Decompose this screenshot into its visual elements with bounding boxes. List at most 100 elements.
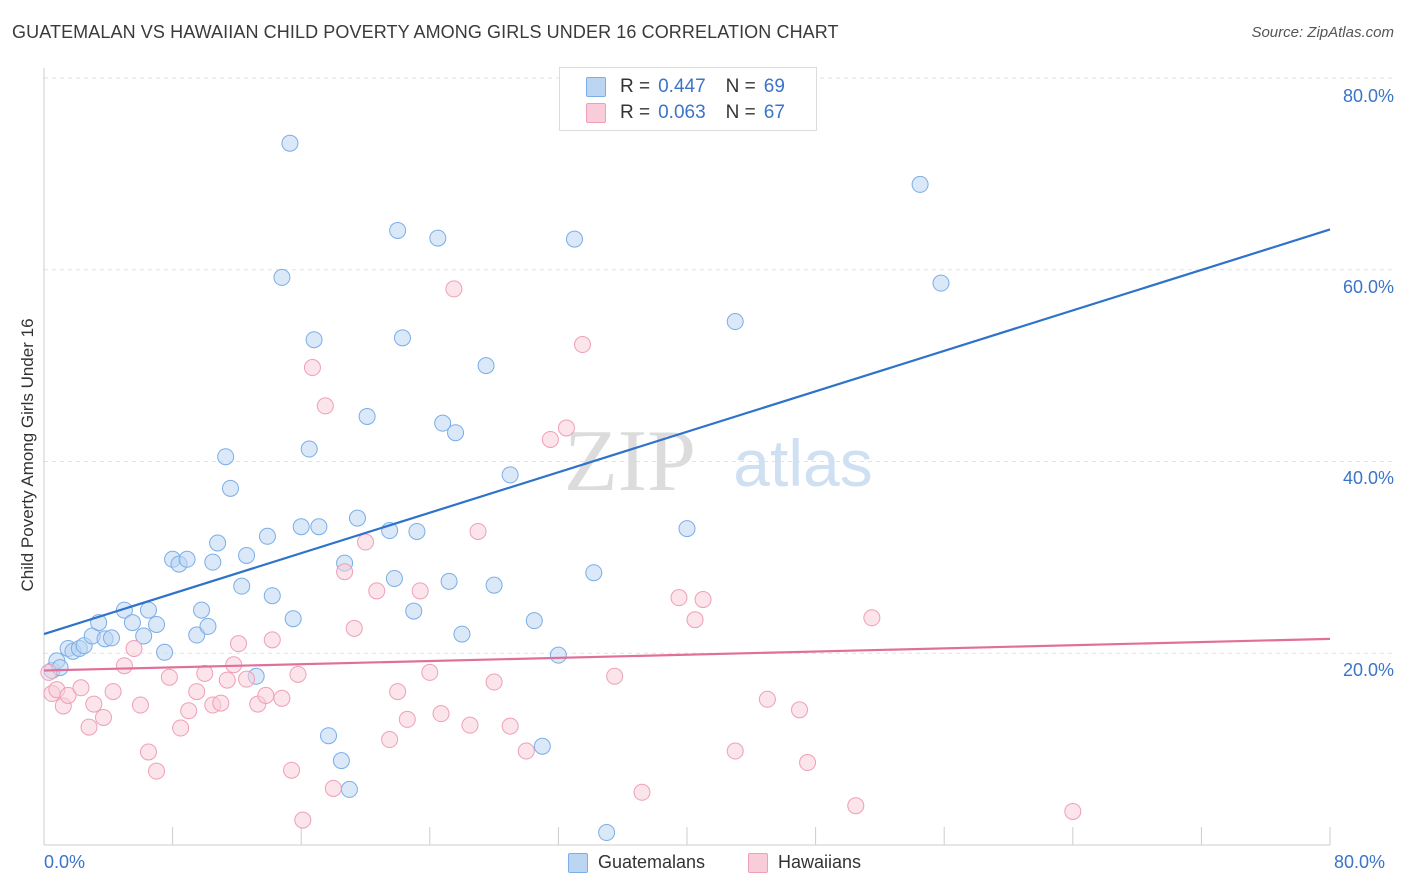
- hawaiian-point: [172, 719, 190, 737]
- legend-swatch: [586, 103, 606, 123]
- hawaiian-point: [139, 743, 157, 761]
- hawaiian-point: [633, 783, 651, 801]
- guatemalan-point: [678, 520, 696, 538]
- guatemalan-point: [238, 546, 256, 564]
- hawaiian-point: [389, 683, 407, 701]
- hawaiian-point: [411, 582, 429, 600]
- guatemalan-point: [320, 727, 338, 745]
- hawaiian-point: [432, 705, 450, 723]
- guatemalan-point: [332, 752, 350, 770]
- guatemalan-point: [233, 577, 251, 595]
- hawaiian-trend-line: [43, 637, 1331, 672]
- watermark-zip: ZIP: [564, 413, 696, 510]
- legend-swatch: [568, 852, 588, 873]
- guatemalan-point: [440, 572, 458, 590]
- guatemalan-point: [501, 466, 519, 484]
- legend-item-guatemalans[interactable]: Guatemalans: [568, 852, 705, 873]
- guatemalan-point: [115, 601, 133, 619]
- hawaiian-point: [131, 696, 149, 714]
- y-tick-label: 60.0%: [1342, 277, 1394, 297]
- hawaiian-point: [324, 779, 342, 797]
- guatemalan-point: [533, 737, 551, 755]
- guatemalan-point: [221, 479, 239, 497]
- x-tick-label: 0.0%: [44, 852, 86, 872]
- guatemalan-point: [549, 646, 567, 664]
- watermark: ZIP atlas: [564, 413, 873, 510]
- guatemalan-point: [178, 550, 196, 568]
- hawaiian-point: [686, 611, 704, 629]
- guatemalan-point: [726, 313, 744, 331]
- guatemalan-trend-line: [43, 228, 1331, 636]
- r-label: R =: [620, 76, 651, 97]
- hawaiian-point: [59, 686, 77, 704]
- n-value: 69: [763, 76, 785, 97]
- hawaiian-point: [125, 639, 143, 657]
- hawaiian-point: [345, 619, 363, 637]
- r-value: 0.063: [658, 102, 706, 123]
- guatemalan-point: [340, 780, 358, 798]
- grid-lines: [44, 77, 1392, 654]
- hawaiian-point: [421, 663, 439, 681]
- n-label: N =: [725, 76, 756, 97]
- hawaiian-point: [196, 664, 214, 682]
- legend-label: Guatemalans: [598, 852, 706, 872]
- hawaiian-point: [758, 690, 776, 708]
- hawaiian-point: [517, 742, 535, 760]
- n-value: 67: [763, 102, 785, 123]
- guatemalan-point: [284, 610, 302, 628]
- guatemalan-point: [485, 576, 503, 594]
- hawaiian-point: [1064, 802, 1082, 820]
- guatemalan-point: [585, 564, 603, 582]
- guatemalan-point: [911, 175, 929, 193]
- hawaiian-point: [461, 716, 479, 734]
- hawaiian-point: [230, 635, 248, 653]
- hawaiian-point: [469, 522, 487, 540]
- hawaiian-point: [501, 717, 519, 735]
- guatemalan-point: [348, 509, 366, 527]
- hawaiian-point: [104, 683, 122, 701]
- guatemalan-point: [199, 617, 217, 635]
- guatemalan-point: [385, 569, 403, 587]
- hawaiian-point: [180, 702, 198, 720]
- guatemalan-point: [300, 440, 318, 458]
- hawaiian-point: [238, 670, 256, 688]
- guatemalan-point: [389, 221, 407, 239]
- hawaiian-point: [606, 667, 624, 685]
- hawaiian-point: [115, 657, 133, 675]
- legend-item-hawaiians[interactable]: Hawaiians: [748, 852, 861, 873]
- guatemalan-point: [258, 527, 276, 545]
- legend-swatch: [748, 852, 768, 873]
- hawaiian-point: [799, 754, 817, 772]
- series-legend: Guatemalans Hawaiians: [0, 852, 1406, 878]
- guatemalan-point: [453, 625, 471, 643]
- hawaiian-point: [148, 762, 166, 780]
- guatemalan-point: [292, 518, 310, 536]
- guatemalan-point: [358, 407, 376, 425]
- hawaiian-point: [257, 686, 275, 704]
- guatemalan-point: [204, 553, 222, 571]
- hawaiian-point: [694, 591, 712, 609]
- source-label: Source: ZipAtlas.com: [1251, 24, 1394, 41]
- hawaiian-point: [294, 811, 312, 829]
- guatemalan-point: [263, 587, 281, 605]
- hawaiian-point: [557, 419, 575, 437]
- hawaiian-point: [94, 708, 112, 726]
- r-value: 0.447: [658, 76, 706, 97]
- hawaiian-point: [863, 609, 881, 627]
- guatemalan-point: [565, 230, 583, 248]
- guatemalan-point: [135, 627, 153, 645]
- guatemalan-point: [393, 329, 411, 347]
- guatemalan-point: [405, 602, 423, 620]
- guatemalan-point: [447, 424, 465, 442]
- y-axis-label: Child Poverty Among Girls Under 16: [18, 318, 37, 592]
- legend-label: Hawaiians: [778, 852, 862, 872]
- hawaiian-point: [726, 742, 744, 760]
- hawaiian-point: [336, 563, 354, 581]
- legend-swatch: [586, 77, 606, 97]
- hawaiian-point: [263, 631, 281, 649]
- x-tick-label: 80.0%: [1334, 852, 1386, 872]
- r-label: R =: [620, 102, 651, 123]
- hawaiian-point: [791, 701, 809, 719]
- guatemalan-point: [103, 629, 121, 647]
